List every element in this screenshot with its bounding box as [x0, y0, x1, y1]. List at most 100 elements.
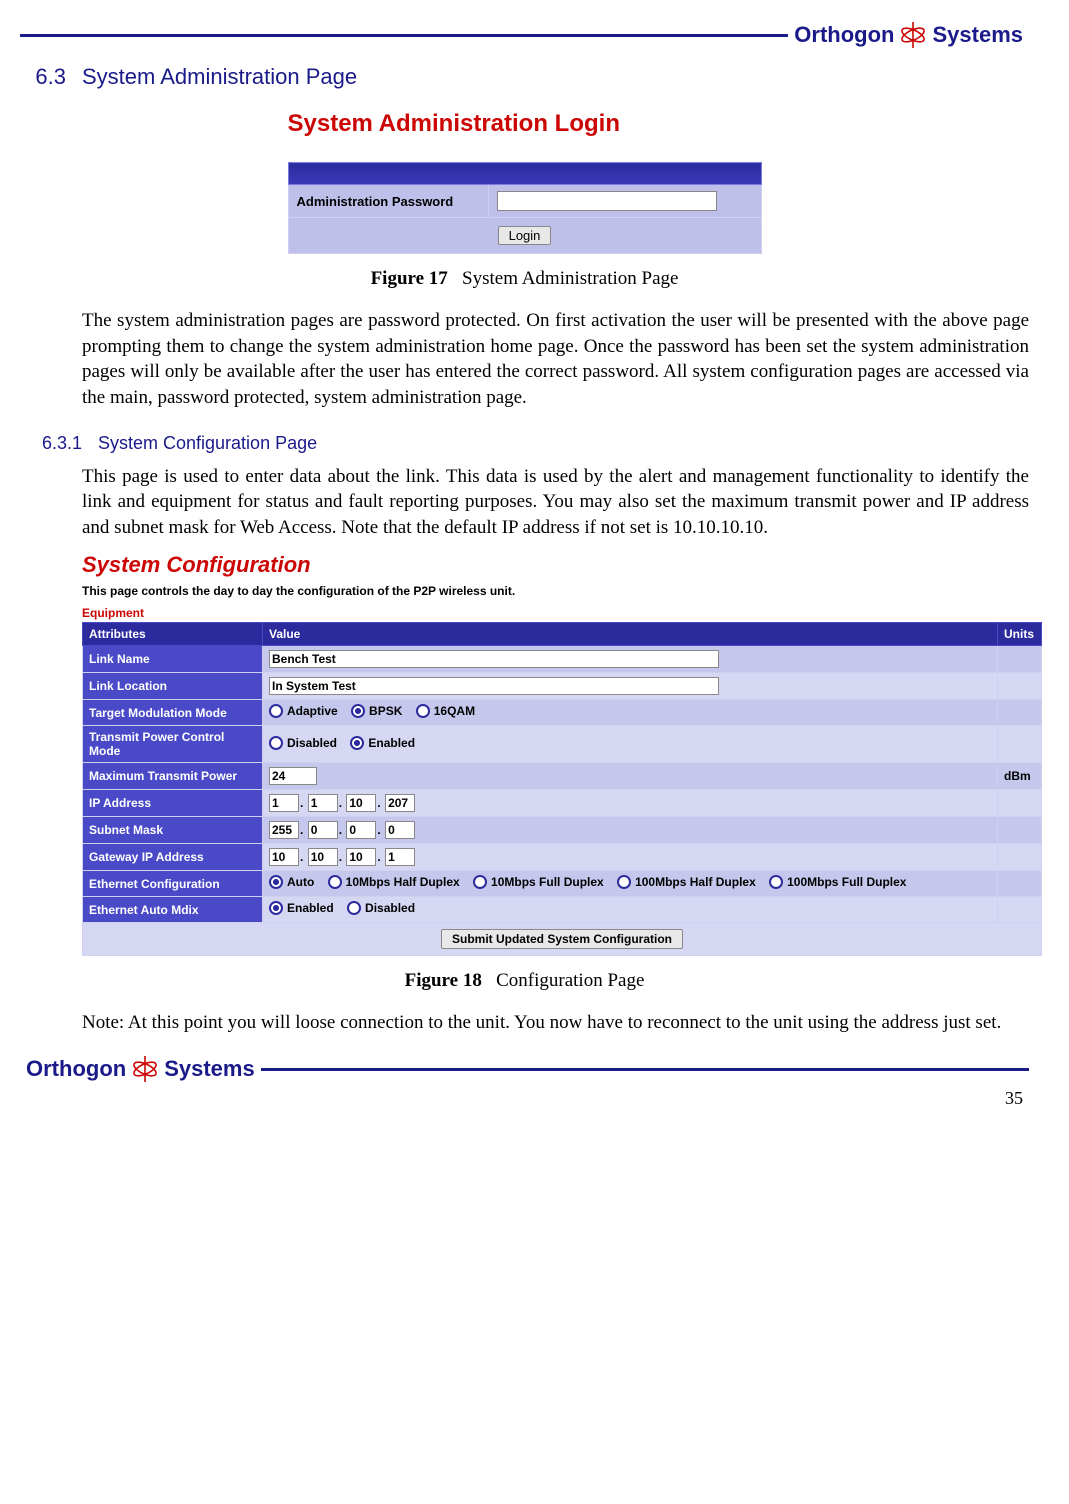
input-gw-3[interactable] — [346, 848, 376, 866]
section-heading: 6.3 System Administration Page — [20, 64, 1029, 90]
cell-gateway: . . . — [263, 844, 998, 871]
radio-mod-bpsk[interactable] — [351, 704, 365, 718]
input-ip-4[interactable] — [385, 794, 415, 812]
input-link-name[interactable] — [269, 650, 719, 668]
col-attributes: Attributes — [83, 623, 263, 646]
cell-link-location — [263, 673, 998, 700]
paragraph-3: Note: At this point you will loose conne… — [20, 1010, 1029, 1036]
section-number: 6.3 — [20, 64, 66, 90]
label-subnet: Subnet Mask — [83, 817, 263, 844]
cell-link-name — [263, 646, 998, 673]
label-link-name: Link Name — [83, 646, 263, 673]
input-subnet-1[interactable] — [269, 821, 299, 839]
page-footer: Orthogon Systems — [20, 1054, 1029, 1084]
input-gw-1[interactable] — [269, 848, 299, 866]
row-eth-mdix: Ethernet Auto Mdix Enabled Disabled — [83, 897, 1042, 923]
brand-logo-top: Orthogon Systems — [788, 20, 1029, 50]
input-subnet-4[interactable] — [385, 821, 415, 839]
radio-ec-100f[interactable] — [769, 875, 783, 889]
admin-password-input[interactable] — [497, 191, 717, 211]
cell-eth-cfg: Auto 10Mbps Half Duplex 10Mbps Full Dupl… — [263, 871, 998, 897]
input-ip-2[interactable] — [308, 794, 338, 812]
radio-ec-10f[interactable] — [473, 875, 487, 889]
row-submit: Submit Updated System Configuration — [83, 923, 1042, 956]
opt-mod-16qam: 16QAM — [434, 704, 475, 718]
opt-ec-10f: 10Mbps Full Duplex — [491, 875, 604, 889]
radio-ec-10h[interactable] — [328, 875, 342, 889]
input-subnet-3[interactable] — [346, 821, 376, 839]
radio-mdix-dis[interactable] — [347, 901, 361, 915]
satellite-icon-footer — [130, 1054, 160, 1084]
submit-config-button[interactable]: Submit Updated System Configuration — [441, 929, 683, 949]
row-subnet: Subnet Mask . . . — [83, 817, 1042, 844]
label-eth-mdix: Ethernet Auto Mdix — [83, 897, 263, 923]
label-ip-addr: IP Address — [83, 790, 263, 817]
opt-pc-disabled: Disabled — [287, 736, 337, 750]
label-tx-power-ctrl: Transmit Power Control Mode — [83, 726, 263, 763]
col-units: Units — [998, 623, 1042, 646]
units-ip-addr — [998, 790, 1042, 817]
figure-17: System Administration Login Administrati… — [288, 110, 762, 254]
opt-mdix-dis: Disabled — [365, 901, 415, 915]
radio-mdix-en[interactable] — [269, 901, 283, 915]
label-target-mod: Target Modulation Mode — [83, 700, 263, 726]
input-gw-4[interactable] — [385, 848, 415, 866]
opt-ec-100h: 100Mbps Half Duplex — [635, 875, 756, 889]
units-subnet — [998, 817, 1042, 844]
radio-pc-disabled[interactable] — [269, 736, 283, 750]
label-link-location: Link Location — [83, 673, 263, 700]
satellite-icon — [898, 20, 928, 50]
brand-right: Systems — [932, 22, 1023, 48]
opt-ec-100f: 100Mbps Full Duplex — [787, 875, 906, 889]
row-gateway: Gateway IP Address . . . — [83, 844, 1042, 871]
brand-left: Orthogon — [794, 22, 894, 48]
units-eth-mdix — [998, 897, 1042, 923]
row-max-tx-power: Maximum Transmit Power dBm — [83, 763, 1042, 790]
units-max-tx-power: dBm — [998, 763, 1042, 790]
paragraph-2: This page is used to enter data about th… — [20, 464, 1029, 541]
input-subnet-2[interactable] — [308, 821, 338, 839]
units-link-location — [998, 673, 1042, 700]
login-button-row: Login — [288, 218, 761, 254]
label-eth-cfg: Ethernet Configuration — [83, 871, 263, 897]
input-link-location[interactable] — [269, 677, 719, 695]
units-target-mod — [998, 700, 1042, 726]
row-target-mod: Target Modulation Mode Adaptive BPSK 16Q… — [83, 700, 1042, 726]
subsection-number: 6.3.1 — [36, 433, 82, 454]
radio-ec-100h[interactable] — [617, 875, 631, 889]
opt-ec-auto: Auto — [287, 875, 314, 889]
config-table: Attributes Value Units Link Name Link Lo… — [82, 622, 1042, 956]
radio-ec-auto[interactable] — [269, 875, 283, 889]
brand-logo-bottom: Orthogon Systems — [20, 1054, 261, 1084]
cell-ip-addr: . . . — [263, 790, 998, 817]
row-link-name: Link Name — [83, 646, 1042, 673]
cell-max-tx-power — [263, 763, 998, 790]
input-gw-2[interactable] — [308, 848, 338, 866]
figure-18-caption: Figure 18 Configuration Page — [20, 970, 1029, 992]
login-button[interactable]: Login — [498, 226, 552, 245]
figure-18: System Configuration This page controls … — [82, 552, 1029, 956]
row-eth-cfg: Ethernet Configuration Auto 10Mbps Half … — [83, 871, 1042, 897]
units-gateway — [998, 844, 1042, 871]
radio-mod-adaptive[interactable] — [269, 704, 283, 718]
login-value-cell — [488, 185, 761, 218]
figure-17-caption: Figure 17 System Administration Page — [20, 268, 1029, 290]
radio-pc-enabled[interactable] — [350, 736, 364, 750]
label-gateway: Gateway IP Address — [83, 844, 263, 871]
input-ip-3[interactable] — [346, 794, 376, 812]
units-link-name — [998, 646, 1042, 673]
brand-right-footer: Systems — [164, 1056, 255, 1082]
login-header-bar — [288, 163, 761, 185]
input-ip-1[interactable] — [269, 794, 299, 812]
opt-pc-enabled: Enabled — [368, 736, 415, 750]
login-table: Administration Password Login — [288, 162, 762, 254]
cell-subnet: . . . — [263, 817, 998, 844]
radio-mod-16qam[interactable] — [416, 704, 430, 718]
subsection-title: System Configuration Page — [98, 433, 317, 454]
config-subtitle: This page controls the day to day the co… — [82, 584, 1029, 598]
figure-17-caption-bold: Figure 17 — [371, 268, 448, 289]
opt-mdix-en: Enabled — [287, 901, 334, 915]
config-title: System Configuration — [82, 552, 1029, 578]
input-max-tx-power[interactable] — [269, 767, 317, 785]
opt-mod-bpsk: BPSK — [369, 704, 402, 718]
